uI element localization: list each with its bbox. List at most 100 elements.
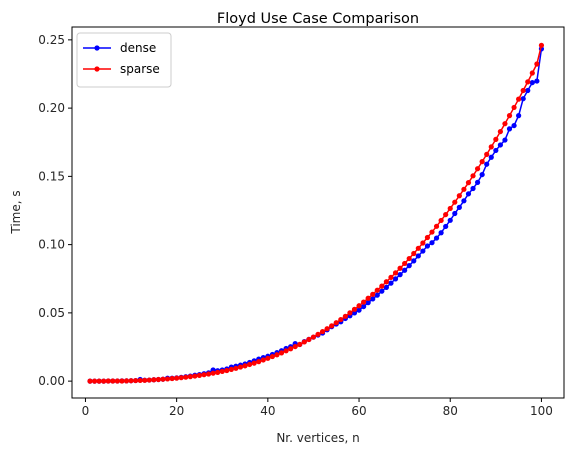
data-point-dense [370, 296, 376, 302]
x-tick-label: 20 [169, 404, 184, 418]
chart-title: Floyd Use Case Comparison [217, 11, 419, 27]
data-point-dense [465, 191, 472, 197]
data-point-dense [534, 78, 540, 84]
data-point-sparse [192, 373, 198, 379]
data-point-sparse [119, 378, 125, 384]
data-point-sparse [356, 303, 362, 309]
data-point-dense [402, 267, 408, 273]
data-point-sparse [137, 377, 143, 384]
data-point-sparse [142, 377, 148, 383]
data-point-sparse [123, 378, 130, 384]
data-point-sparse [251, 360, 257, 366]
data-point-dense [388, 280, 394, 286]
data-point-dense [474, 179, 481, 185]
data-point-dense [443, 223, 449, 230]
data-point-sparse [484, 151, 490, 157]
data-point-sparse [525, 79, 531, 85]
data-point-sparse [365, 295, 371, 301]
data-point-dense [365, 300, 371, 306]
data-point-sparse [534, 61, 540, 67]
x-tick-label: 80 [443, 404, 458, 418]
data-point-sparse [288, 346, 294, 352]
legend-item-dense: dense [83, 41, 156, 55]
data-point-sparse [493, 136, 499, 142]
data-point-sparse [397, 265, 403, 271]
data-point-sparse [205, 371, 212, 377]
data-point-sparse [215, 369, 221, 375]
data-point-sparse [128, 378, 134, 384]
data-point-dense [488, 154, 494, 160]
data-point-sparse [474, 166, 481, 172]
data-point-sparse [105, 378, 111, 384]
plot-frame [71, 26, 565, 399]
data-point-sparse [96, 378, 102, 384]
data-point-sparse [465, 180, 472, 186]
data-point-dense [361, 303, 367, 310]
data-point-sparse [424, 234, 431, 241]
data-point-sparse [420, 240, 426, 246]
data-point-sparse [260, 357, 266, 363]
data-point-sparse [174, 375, 180, 381]
x-axis-label: Nr. vertices, n [276, 431, 359, 445]
y-tick-label: 0.00 [38, 374, 65, 388]
data-point-dense [479, 171, 485, 178]
data-point-sparse [178, 375, 184, 381]
data-point-sparse [187, 374, 193, 380]
data-point-sparse [438, 217, 444, 224]
data-point-sparse [169, 375, 175, 382]
data-point-sparse [269, 353, 275, 360]
data-point-sparse [201, 372, 207, 378]
data-point-sparse [292, 343, 298, 350]
data-point-sparse [301, 339, 307, 345]
data-point-sparse [114, 378, 120, 384]
data-point-dense [456, 204, 462, 210]
data-point-sparse [210, 370, 216, 376]
data-point-sparse [265, 355, 271, 361]
data-point-dense [429, 240, 435, 246]
legend: dense sparse [76, 32, 172, 88]
data-point-sparse [151, 377, 157, 383]
data-point-sparse [224, 367, 230, 374]
data-point-dense [438, 230, 444, 236]
legend-label: dense [120, 41, 156, 55]
data-point-sparse [520, 87, 526, 94]
y-axis: 0.00 0.05 0.10 0.15 0.20 0.25 [38, 33, 72, 388]
data-point-dense [433, 235, 440, 241]
x-tick-label: 60 [351, 404, 366, 418]
data-point-sparse [219, 368, 225, 375]
data-point-sparse [315, 331, 321, 337]
data-point-sparse [488, 144, 494, 150]
data-point-dense [497, 142, 503, 148]
data-point-sparse [538, 42, 545, 48]
data-point-sparse [237, 364, 244, 370]
data-point-dense [379, 288, 385, 294]
data-point-sparse [479, 159, 485, 165]
data-point-sparse [361, 299, 367, 305]
data-point-sparse [297, 341, 303, 348]
data-point-sparse [133, 377, 139, 384]
y-tick-label: 0.15 [38, 169, 65, 183]
data-point-dense [392, 276, 399, 282]
data-point-dense [516, 113, 522, 119]
data-point-sparse [516, 96, 522, 102]
legend-box [76, 32, 172, 88]
data-point-sparse [461, 186, 467, 192]
data-point-sparse [351, 306, 358, 312]
data-point-sparse [411, 250, 417, 257]
data-point-dense [493, 147, 499, 154]
data-point-sparse [379, 283, 385, 289]
data-point-sparse [155, 376, 162, 383]
series-line-sparse [90, 45, 543, 382]
data-point-sparse [310, 334, 317, 340]
data-point-dense [411, 258, 417, 264]
data-point-sparse [374, 287, 380, 293]
plot-area: 0 20 40 60 80 100 0.00 0.05 0.10 0.15 0.20 0.25 [38, 26, 565, 418]
legend-marker [94, 66, 100, 72]
data-point-sparse [370, 291, 376, 297]
series-sparse [87, 42, 545, 384]
data-point-dense [383, 284, 389, 290]
y-tick-label: 0.05 [38, 306, 65, 320]
data-point-sparse [306, 336, 312, 343]
data-point-sparse [497, 128, 503, 135]
data-point-dense [520, 96, 526, 102]
